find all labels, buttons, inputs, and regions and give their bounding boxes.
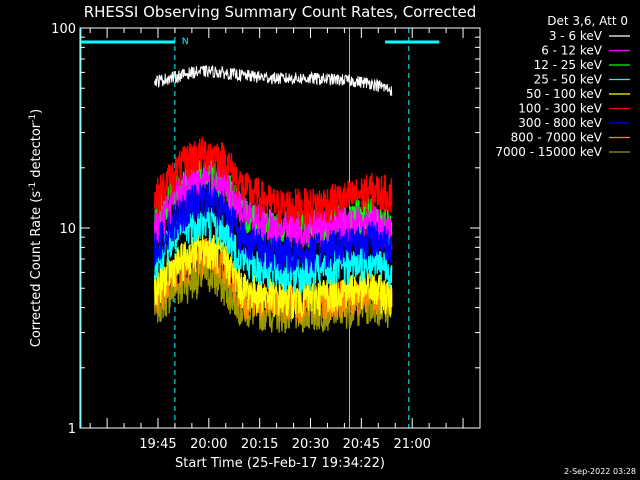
legend-label: 25 - 50 keV: [534, 73, 603, 87]
series-line: [153, 256, 393, 334]
legend-label: 7000 - 15000 keV: [495, 145, 602, 159]
series-line: [153, 136, 393, 227]
legend-label: 50 - 100 keV: [526, 87, 603, 101]
y-axis-label: Corrected Count Rate (s-1 detector-1): [28, 109, 44, 347]
x-tick-label: 20:30: [292, 437, 329, 452]
y-axis-label-part: ): [29, 109, 44, 114]
series-line: [153, 182, 393, 274]
series-line: [154, 65, 393, 96]
legend-label: 300 - 800 keV: [518, 116, 602, 130]
legend-label: 800 - 7000 keV: [511, 131, 603, 145]
timestamp: 2-Sep-2022 03:28: [564, 467, 636, 476]
y-axis-label-part: detector: [29, 122, 44, 182]
x-tick-label: 20:15: [241, 437, 278, 452]
state-flags: N: [80, 37, 440, 47]
y-axis-label-part: -1: [28, 114, 38, 123]
y-axis: 1 10 100: [51, 22, 480, 437]
x-axis-label: Start Time (25-Feb-17 19:34:22): [175, 456, 385, 471]
legend-label: 3 - 6 keV: [549, 29, 603, 43]
x-axis: 19:45 20:00 20:15 20:30 20:45 21:00: [89, 28, 481, 452]
series-line: [153, 206, 393, 294]
series-line: [153, 160, 393, 251]
legend-label: 100 - 300 keV: [518, 102, 602, 116]
x-tick-label: 20:00: [190, 437, 227, 452]
x-tick-label: 20:45: [343, 437, 380, 452]
flag-label: N: [182, 37, 189, 47]
chart-title: RHESSI Observing Summary Count Rates, Co…: [84, 3, 477, 21]
legend-label: 6 - 12 keV: [541, 44, 603, 58]
y-tick-label: 100: [51, 22, 76, 37]
x-tick-label: 19:45: [139, 437, 176, 452]
y-axis-label-part: -1: [28, 182, 38, 191]
legend-label: 12 - 25 keV: [534, 58, 603, 72]
y-axis-label-part: Corrected Count Rate (s: [29, 191, 44, 348]
y-tick-label: 10: [59, 222, 76, 237]
y-tick-label: 1: [68, 422, 76, 437]
x-tick-label: 21:00: [393, 437, 430, 452]
legend-title: Det 3,6, Att 0: [547, 14, 628, 28]
series-group: [153, 65, 393, 334]
